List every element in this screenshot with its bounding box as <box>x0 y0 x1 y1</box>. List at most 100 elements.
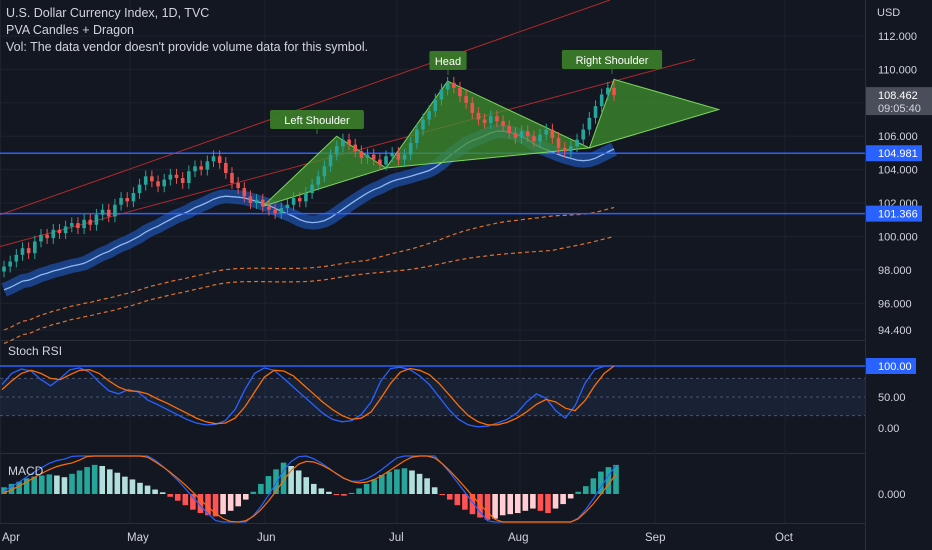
right-shoulder-label: Right Shoulder <box>576 55 649 67</box>
macd-bar <box>522 494 529 511</box>
candle-body <box>507 126 512 133</box>
candle-body <box>347 139 351 145</box>
macd-bar <box>235 494 242 507</box>
macd-bar <box>258 483 264 494</box>
macd-bar <box>575 491 582 494</box>
candle-body <box>328 154 333 167</box>
candle-body <box>569 146 573 152</box>
candle-body <box>187 171 191 183</box>
candle-body <box>193 166 197 172</box>
candle-body <box>143 176 148 185</box>
candle-body <box>174 174 179 178</box>
candle-body <box>304 193 308 202</box>
price-tick: 110.000 <box>878 64 917 76</box>
macd-bar <box>582 486 589 494</box>
macd-bar <box>371 479 378 494</box>
macd-bar <box>220 494 226 515</box>
macd-bar <box>197 494 204 514</box>
macd-pane <box>1 455 619 523</box>
price-tick: 100.000 <box>878 231 918 243</box>
macd-bar <box>212 494 219 517</box>
candle-body <box>451 82 456 88</box>
candle-body <box>137 184 142 194</box>
level-price-label: 104.981 <box>878 148 918 160</box>
macd-bar <box>242 494 249 500</box>
candle-body <box>291 198 296 205</box>
level-tag <box>866 145 922 162</box>
candle-body <box>519 131 524 138</box>
macd-bar <box>295 470 302 494</box>
macd-bar <box>333 494 340 496</box>
month-label: Jun <box>257 532 276 544</box>
candle-body <box>69 223 74 227</box>
macd-bar <box>205 494 211 516</box>
macd-bar <box>182 494 189 506</box>
macd-bar <box>159 492 166 494</box>
candle-body <box>458 87 462 97</box>
candle-body <box>297 198 302 202</box>
candle-body <box>581 129 585 140</box>
candle-body <box>33 241 37 254</box>
macd-bar <box>499 494 506 516</box>
macd-tick: 0.000 <box>878 489 906 501</box>
candle-body <box>495 116 499 122</box>
countdown-label: 09:05:40 <box>878 103 921 115</box>
stoch-k-line <box>1 365 614 428</box>
macd-bar <box>122 476 128 494</box>
month-label: May <box>127 532 149 544</box>
macd-bar <box>174 494 181 501</box>
macd-bar <box>167 494 174 497</box>
candle-body <box>224 162 228 173</box>
macd-bar <box>144 485 151 494</box>
macd-bar <box>545 494 551 514</box>
candle-body <box>525 131 530 137</box>
month-label: Sep <box>645 532 665 544</box>
month-label: Jul <box>389 532 404 544</box>
price-tick: 106.000 <box>878 131 918 143</box>
macd-bar <box>492 494 498 519</box>
macd-bar <box>356 488 362 494</box>
macd-bar <box>424 478 430 494</box>
left-shoulder-label: Left Shoulder <box>284 115 350 127</box>
candle-body <box>384 156 388 165</box>
macd-bar <box>514 494 521 514</box>
stoch-rsi-title: Stoch RSI <box>8 344 63 358</box>
stoch-d-line <box>1 365 615 426</box>
candle-body <box>205 161 210 170</box>
candle-body <box>433 99 438 112</box>
macd-bar <box>409 470 415 494</box>
macd-bar <box>318 488 325 494</box>
candle-body <box>310 184 314 194</box>
rsi-tick: 0.00 <box>878 423 899 435</box>
macd-bar <box>416 473 423 494</box>
candle-body <box>322 166 327 177</box>
candle-body <box>45 234 49 239</box>
candle-body <box>285 204 290 209</box>
candle-body <box>476 112 481 120</box>
macd-bar <box>99 466 106 494</box>
candle-body <box>51 229 56 239</box>
macd-bar <box>69 473 75 494</box>
macd-bar <box>129 479 136 494</box>
macd-bar <box>590 478 597 494</box>
candle-body <box>180 177 185 183</box>
macd-bar <box>23 478 30 494</box>
candle-body <box>63 226 68 234</box>
time-axis[interactable]: Apr May Jun Jul Aug Sep Oct <box>2 532 794 544</box>
candle-body <box>279 208 284 214</box>
price-axis[interactable]: 112.000110.000108.000106.000104.000102.0… <box>866 31 932 501</box>
month-label: Aug <box>508 532 528 544</box>
candle-body <box>248 196 253 204</box>
candle-body <box>267 206 271 210</box>
macd-bar <box>363 483 370 494</box>
candle-body <box>26 248 31 254</box>
candle-body <box>550 129 555 138</box>
macd-bar <box>446 494 453 500</box>
candle-body <box>162 179 167 187</box>
candle-body <box>113 204 117 217</box>
candle-body <box>415 129 419 143</box>
ma-orange-2 <box>3 235 615 344</box>
candle-body <box>150 176 154 182</box>
candle-body <box>396 152 401 160</box>
